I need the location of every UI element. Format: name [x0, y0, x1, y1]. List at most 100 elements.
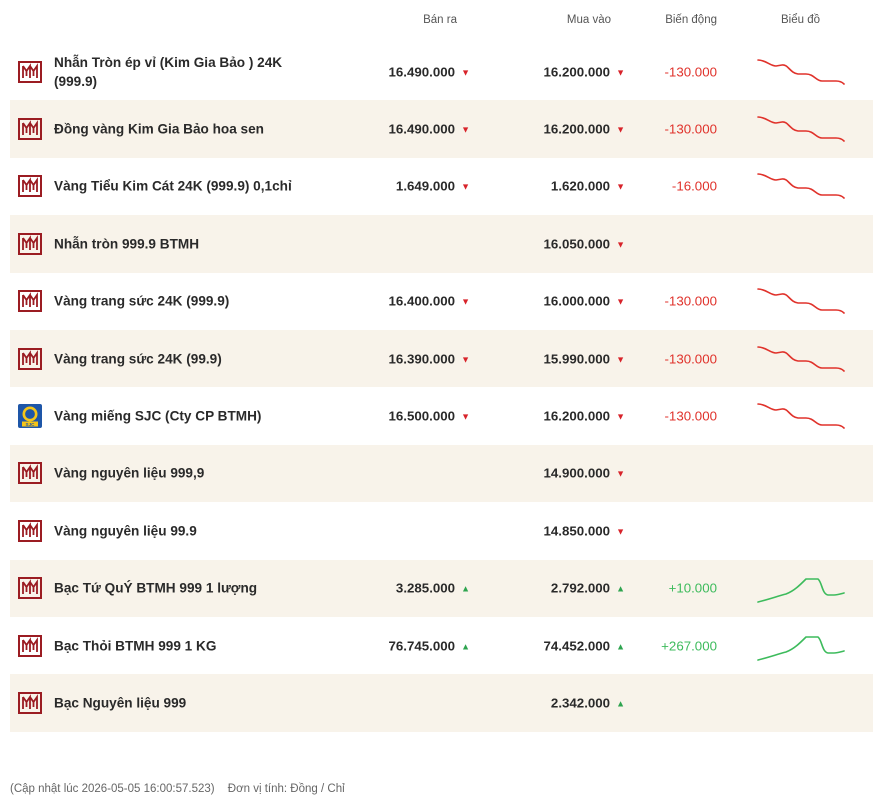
sell-price: 76.745.000 ▲ [389, 638, 470, 653]
arrow-down-icon: ▼ [616, 526, 625, 537]
price-row: Nhẫn tròn 999.9 BTMH 16.050.000 ▼ [10, 215, 873, 273]
arrow-up-icon: ▲ [616, 583, 625, 594]
sell-price: 16.400.000 ▼ [389, 294, 470, 309]
sell-price-value: 1.649.000 [395, 178, 456, 194]
buy-price-value: 16.200.000 [543, 121, 611, 137]
btmh-logo-icon [18, 174, 42, 198]
buy-price: 74.452.000 ▲ [544, 638, 625, 653]
sell-price-value: 16.400.000 [388, 293, 456, 309]
btmh-logo-icon [18, 691, 42, 715]
price-change: -16.000 [671, 178, 717, 194]
header-chart: Biểu đồ [781, 14, 821, 26]
sparkline-line [757, 578, 845, 604]
sjc-logo-icon: SJC [18, 404, 42, 429]
buy-price: 1.620.000 ▼ [551, 179, 625, 194]
sparkline-chart[interactable] [756, 570, 846, 606]
sell-price-value: 16.490.000 [388, 121, 456, 137]
arrow-down-icon: ▼ [461, 124, 470, 135]
sell-price: 16.390.000 ▼ [389, 351, 470, 366]
buy-price-value: 15.990.000 [543, 351, 611, 367]
sell-price: 16.500.000 ▼ [389, 409, 470, 424]
arrow-down-icon: ▼ [616, 296, 625, 307]
buy-price-value: 2.792.000 [550, 580, 611, 596]
arrow-down-icon: ▼ [461, 67, 470, 78]
price-change: -130.000 [664, 351, 718, 367]
product-name: Vàng nguyên liệu 99.9 [54, 523, 197, 539]
product-name: Nhẫn Tròn ép vỉ (Kim Gia Bảo ) 24K (999.… [54, 54, 283, 89]
price-row: Bạc Tứ QuÝ BTMH 999 1 lượng 3.285.000 ▲ 2.7… [10, 559, 873, 617]
sparkline-chart[interactable] [756, 168, 846, 204]
sell-price: 3.285.000 ▲ [396, 581, 470, 596]
sparkline-line [757, 635, 845, 661]
buy-price-value: 16.200.000 [543, 64, 611, 80]
product-name: Nhẫn tròn 999.9 BTMH [54, 236, 200, 252]
price-row: Vàng trang sức 24K (99.9) 16.390.000 ▼ 15.9… [10, 329, 873, 388]
sparkline-chart[interactable] [756, 111, 846, 147]
arrow-down-icon: ▼ [616, 181, 625, 192]
price-row: Bạc Nguyên liệu 999 2.342.000 ▲ [10, 674, 873, 732]
btmh-logo-icon [18, 60, 42, 84]
arrow-down-icon: ▼ [616, 239, 625, 250]
btmh-logo-icon [18, 576, 42, 600]
buy-price: 16.000.000 ▼ [544, 294, 625, 309]
sell-price-value: 76.745.000 [388, 638, 456, 654]
arrow-down-icon: ▼ [461, 354, 470, 365]
sparkline-line [757, 116, 845, 142]
product-name: Vàng nguyên liệu 999,9 [54, 465, 205, 481]
arrow-up-icon: ▲ [461, 583, 470, 594]
buy-price: 16.200.000 ▼ [544, 409, 625, 424]
product-name: Vàng trang sức 24K (999.9) [54, 293, 230, 309]
buy-price-value: 16.050.000 [543, 236, 611, 252]
price-row: Vàng nguyên liệu 99.9 14.850.000 ▼ [10, 502, 873, 559]
buy-price: 14.850.000 ▼ [544, 523, 625, 538]
svg-text:SJC: SJC [26, 422, 36, 427]
buy-price-value: 2.342.000 [550, 695, 611, 711]
sparkline-line [757, 288, 845, 315]
price-row: Nhẫn Tròn ép vỉ (Kim Gia Bảo ) 24K (999.… [10, 43, 873, 100]
product-name: Bạc Thỏi BTMH 999 1 KG [54, 638, 217, 654]
arrow-up-icon: ▲ [616, 641, 625, 652]
buy-price: 2.792.000 ▲ [551, 581, 625, 596]
arrow-down-icon: ▼ [616, 67, 625, 78]
btmh-logo-icon [18, 117, 42, 141]
price-table-body: Nhẫn Tròn ép vỉ (Kim Gia Bảo ) 24K (999.… [10, 43, 873, 732]
btmh-logo-icon [18, 289, 42, 313]
price-row: SJC Vàng miếng SJC (Cty CP BTMH) 16.500.00… [10, 387, 873, 444]
arrow-down-icon: ▼ [616, 124, 625, 135]
sparkline-line [757, 345, 845, 372]
buy-price-value: 14.900.000 [543, 465, 611, 481]
buy-price: 2.342.000 ▲ [551, 695, 625, 710]
buy-price: 14.900.000 ▼ [544, 466, 625, 481]
update-time: (Cập nhật lúc 2026-05-05 16:00:57.523) [10, 783, 215, 795]
sell-price-value: 16.390.000 [388, 351, 456, 367]
price-row: Vàng nguyên liệu 999,9 14.900.000 ▼ [10, 444, 873, 503]
sparkline-line [757, 403, 845, 429]
buy-price-value: 16.000.000 [543, 293, 611, 309]
product-name: Vàng trang sức 24K (99.9) [54, 351, 222, 367]
price-change: +267.000 [661, 638, 717, 654]
sparkline-chart[interactable] [756, 283, 846, 319]
arrow-down-icon: ▼ [616, 411, 625, 422]
product-name: Vàng Tiểu Kim Cát 24K (999.9) 0,1chỉ [54, 178, 292, 194]
buy-price: 16.200.000 ▼ [544, 122, 625, 137]
header-change: Biến động [665, 14, 717, 26]
sparkline-chart[interactable] [756, 54, 846, 90]
buy-price-value: 14.850.000 [543, 523, 611, 539]
header-sell: Bán ra [423, 14, 457, 26]
price-table-header: Bán ra Mua vào Biến động Biểu đồ [0, 14, 873, 32]
product-name: Bạc Nguyên liệu 999 [54, 695, 187, 711]
price-row: Vàng Tiểu Kim Cát 24K (999.9) 0,1chỉ 1.64… [10, 158, 873, 215]
footer: (Cập nhật lúc 2026-05-05 16:00:57.523) Đ… [10, 783, 345, 795]
sell-price-value: 16.500.000 [388, 408, 456, 424]
sparkline-line [757, 58, 845, 85]
product-name: Vàng miếng SJC (Cty CP BTMH) [54, 408, 262, 424]
sparkline-chart[interactable] [756, 398, 846, 434]
price-change: -130.000 [664, 121, 718, 137]
buy-price: 16.200.000 ▼ [544, 64, 625, 79]
sparkline-chart[interactable] [756, 628, 846, 664]
product-name: Đồng vàng Kim Gia Bảo hoa sen [54, 121, 264, 137]
btmh-logo-icon [18, 519, 42, 543]
arrow-up-icon: ▲ [616, 698, 625, 709]
sparkline-chart[interactable] [756, 341, 846, 377]
btmh-logo-icon [18, 461, 42, 485]
